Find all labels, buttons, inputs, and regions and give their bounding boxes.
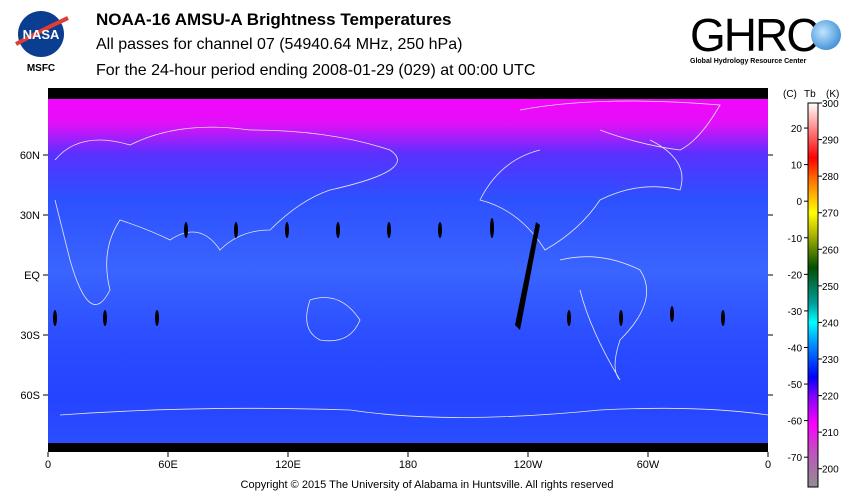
colorbar-k-label: 200 (822, 465, 839, 476)
chart-subtitle: All passes for channel 07 (54940.64 MHz,… (96, 36, 463, 53)
coastlines (54, 100, 769, 418)
colorbar-k-label: 300 (822, 99, 839, 110)
svg-text:NASA: NASA (23, 27, 60, 42)
y-tick-label: 60S (20, 390, 40, 402)
nasa-logo: NASA MSFC (12, 10, 70, 74)
y-tick-label: EQ (24, 270, 40, 282)
colorbar-header-c: (C) (783, 89, 797, 100)
y-tick-label: 30N (20, 210, 40, 222)
y-tick-label: 30S (20, 330, 40, 342)
colorbar-header-k: (K) (826, 89, 839, 100)
chart-period: For the 24-hour period ending 2008-01-29… (96, 62, 536, 79)
data-gap-north (48, 88, 768, 99)
colorbar-k-label: 290 (822, 136, 839, 147)
x-tick-label: 120E (275, 459, 301, 471)
chart-title: NOAA-16 AMSU-A Brightness Temperatures (96, 10, 452, 29)
colorbar-c-label: -60 (788, 417, 803, 428)
colorbar-c-label: -20 (788, 270, 803, 281)
colorbar-c-label: -70 (788, 453, 803, 464)
x-tick-label: 60E (158, 459, 178, 471)
y-tick-label: 60N (20, 150, 40, 162)
colorbar-header-tb: Tb (804, 89, 816, 100)
colorbar-c-label: -10 (788, 234, 803, 245)
x-tick-label: 180 (399, 459, 417, 471)
x-tick-label: 60W (637, 459, 660, 471)
colorbar-c-label: 20 (791, 124, 803, 135)
colorbar-k-label: 220 (822, 392, 839, 403)
x-tick-label: 0 (765, 459, 771, 471)
x-tick-label: 120W (514, 459, 543, 471)
colorbar-c-label: -30 (788, 307, 803, 318)
globe-icon (811, 20, 842, 50)
colorbar (807, 102, 819, 488)
colorbar-c-label: 10 (791, 161, 803, 172)
map-field (48, 88, 768, 452)
colorbar-c-label: -40 (788, 343, 803, 354)
copyright: Copyright © 2015 The University of Alaba… (240, 479, 614, 491)
colorbar-k-label: 250 (822, 282, 839, 293)
ghrc-logo-text: GHRC (690, 9, 819, 61)
colorbar-k-label: 240 (822, 318, 839, 329)
orbit-gaps (53, 218, 725, 330)
ghrc-caption: Global Hydrology Resource Center (690, 58, 807, 65)
ghrc-logo: GHRC Global Hydrology Resource Center (690, 10, 850, 65)
msfc-label: MSFC (26, 63, 56, 74)
data-gap-south (48, 443, 768, 452)
colorbar-c-label: -50 (788, 380, 803, 391)
x-tick-label: 0 (45, 459, 51, 471)
colorbar-k-label: 270 (822, 209, 839, 220)
colorbar-k-label: 280 (822, 172, 839, 183)
colorbar-c-label: 0 (796, 197, 802, 208)
colorbar-k-label: 230 (822, 355, 839, 366)
colorbar-k-label: 260 (822, 245, 839, 256)
colorbar-k-label: 210 (822, 428, 839, 439)
